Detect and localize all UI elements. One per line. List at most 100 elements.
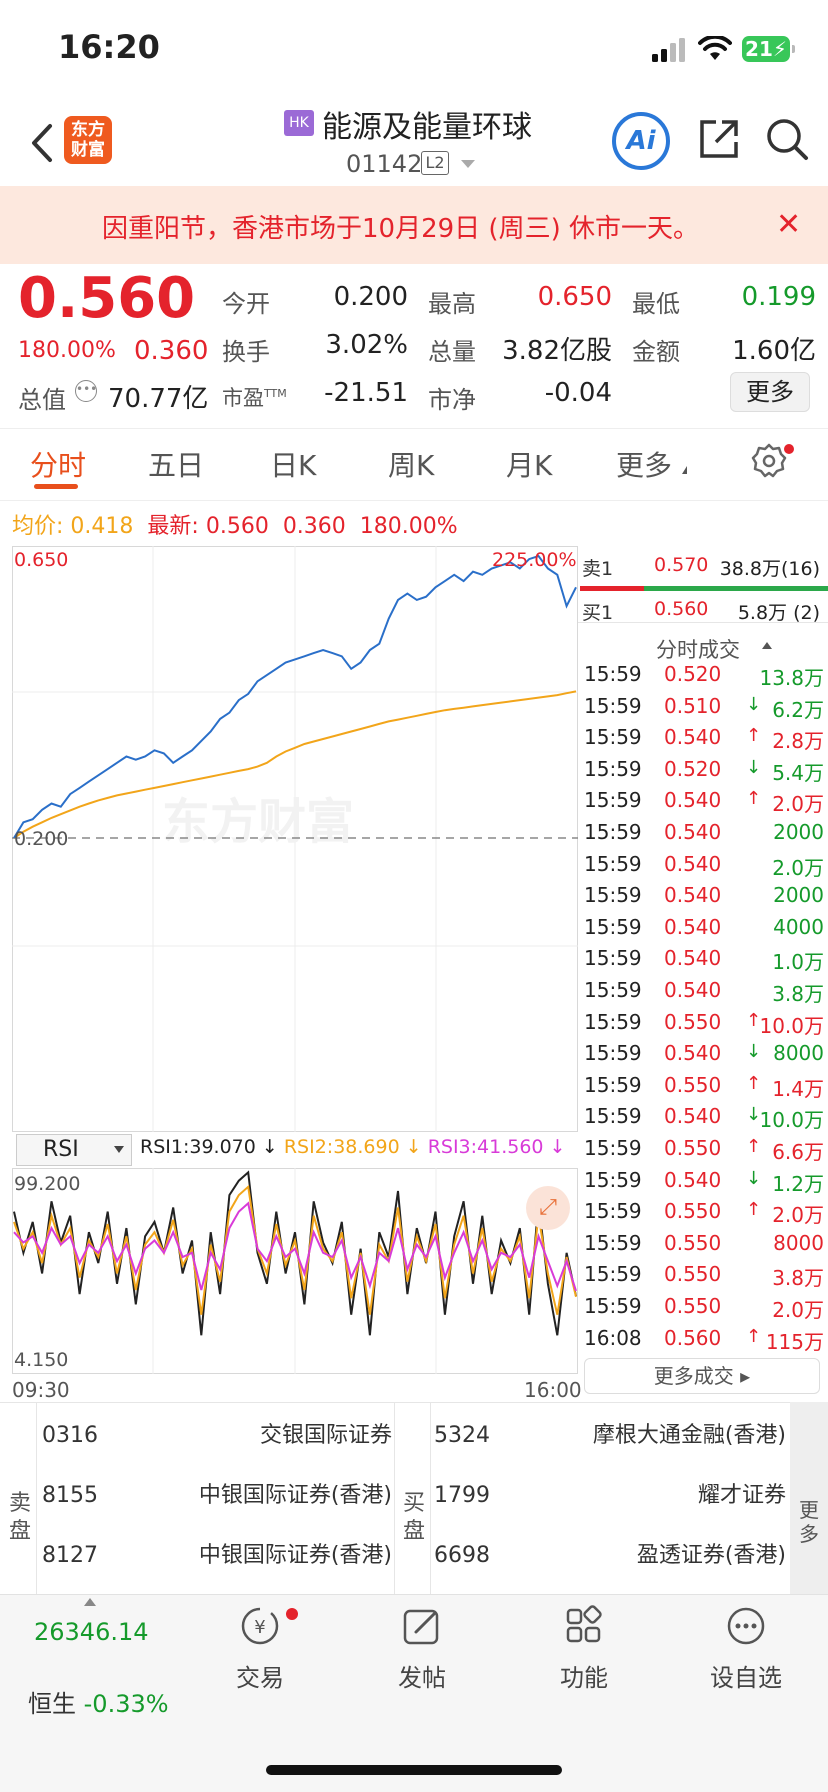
rsi-grid	[152, 1168, 437, 1374]
trade-price: 0.540	[664, 883, 722, 908]
level2-badge[interactable]: L2	[421, 151, 449, 175]
broker-name: 摩根大通金融(香港)	[592, 1423, 786, 1448]
low-value: 0.199	[741, 282, 816, 312]
broker-name: 盈透证券(香港)	[636, 1543, 786, 1568]
trades-title[interactable]: 分时成交	[656, 638, 740, 662]
divider	[430, 1402, 431, 1594]
time-axis-end: 16:00	[524, 1378, 582, 1402]
sell-broker-row[interactable]: 8155 中银国际证券(香港)	[42, 1466, 392, 1526]
trade-price: 0.540	[664, 851, 722, 876]
wifi-icon	[698, 36, 732, 60]
tab-monthly-k[interactable]: 月K	[506, 449, 553, 482]
trade-price: 0.550	[664, 1230, 722, 1255]
chevron-down-icon[interactable]	[114, 1146, 124, 1153]
y-max-label: 0.650	[14, 549, 68, 571]
buy-broker-row[interactable]: 1799 耀才证券	[434, 1466, 786, 1526]
caret-up-icon[interactable]	[84, 1598, 96, 1606]
trade-row: 15:59 0.540 1.0万	[584, 946, 824, 977]
more-trades-button[interactable]: 更多成交 ▸	[584, 1358, 820, 1394]
trade-row: 15:59 0.540 ↑ 2.8万	[584, 725, 824, 756]
rsi-chart[interactable]: 99.200 4.150	[12, 1168, 578, 1374]
trade-volume: 2.0万	[772, 1203, 824, 1228]
more-trades-label: 更多成交	[653, 1364, 734, 1388]
open-value: 0.200	[333, 282, 408, 312]
search-icon[interactable]	[764, 116, 810, 162]
trade-price: 0.520	[664, 756, 722, 781]
tab-five-day[interactable]: 五日	[148, 449, 205, 482]
nav-function[interactable]: 功能	[524, 1604, 644, 1693]
indicator-select[interactable]: RSI	[16, 1134, 132, 1166]
ai-assistant-button[interactable]: Ai	[612, 112, 670, 170]
close-icon[interactable]: ✕	[776, 207, 802, 242]
buy-broker-row[interactable]: 5324 摩根大通金融(香港)	[434, 1406, 786, 1466]
tab-intraday[interactable]: 分时	[30, 449, 87, 482]
trade-price: 0.540	[664, 1104, 722, 1129]
nav-watchlist[interactable]: 设自选	[686, 1604, 806, 1693]
more-dots-icon[interactable]: •••	[75, 380, 97, 402]
rsi1-line	[13, 1170, 577, 1336]
active-tab-indicator	[34, 484, 78, 489]
trade-direction: ↓	[746, 1167, 762, 1189]
bid-row[interactable]: 买1 0.560 5.8万 (2)	[580, 598, 820, 630]
low-label: 最低	[632, 290, 680, 318]
more-quote-button[interactable]: 更多	[730, 372, 810, 412]
sell-broker-row[interactable]: 0316 交银国际证券	[42, 1406, 392, 1466]
nav-function-label: 功能	[560, 1664, 608, 1692]
gear-icon[interactable]	[750, 442, 788, 480]
trade-volume: 13.8万	[759, 666, 824, 690]
nav-post[interactable]: 发帖	[362, 1604, 482, 1693]
tab-daily-k[interactable]: 日K	[270, 449, 317, 482]
rsi-values: RSI1:39.070 ↓ RSI2:38.690 ↓ RSI3:41.560 …	[140, 1136, 566, 1158]
watermark: 东方财富	[162, 796, 354, 849]
open-label: 今开	[222, 290, 270, 318]
sell-broker-row[interactable]: 8127 中银国际证券(香港)	[42, 1526, 392, 1586]
back-button[interactable]	[22, 118, 62, 168]
trade-volume: 2000	[773, 820, 824, 844]
trade-row: 15:59 0.520 13.8万	[584, 662, 824, 693]
ask-row[interactable]: 卖1 0.570 38.8万(16)	[580, 554, 820, 586]
tab-more[interactable]: 更多	[616, 449, 673, 482]
trade-time: 15:59	[584, 693, 642, 718]
trade-volume: 115万	[765, 1329, 824, 1354]
trade-row: 15:59 0.540 2000	[584, 820, 824, 851]
broker-code: 1799	[434, 1483, 490, 1508]
trade-direction: ↑	[746, 1009, 762, 1031]
expand-icon[interactable]: ⤢	[526, 1186, 570, 1230]
stock-code[interactable]: 01142	[346, 150, 423, 178]
price-info-line: 均价: 0.418 最新: 0.560 0.360 180.00%	[12, 508, 458, 540]
trade-time: 15:59	[584, 1294, 642, 1318]
index-name[interactable]: 恒生 -0.33%	[28, 1684, 169, 1719]
trade-time: 15:59	[584, 978, 642, 1002]
trade-direction: ↓	[746, 1041, 762, 1063]
broker-more-button[interactable]: 更多	[790, 1402, 828, 1594]
average-price-line	[13, 690, 577, 839]
buy-broker-row[interactable]: 6698 盈透证券(香港)	[434, 1526, 786, 1586]
caret-up-icon[interactable]	[762, 642, 772, 649]
stock-name: 能源及能量环球	[322, 110, 532, 145]
bid-bar	[644, 586, 828, 591]
pe-label-sup: TTM	[264, 387, 287, 400]
index-value[interactable]: 26346.14	[34, 1618, 149, 1646]
trade-direction: ↑	[746, 1325, 762, 1347]
trade-volume: 2000	[773, 883, 824, 908]
trade-row: 15:59 0.550 2.0万	[584, 1294, 824, 1325]
logo-line1: 东方	[71, 120, 105, 140]
trade-price: 0.540	[664, 914, 722, 939]
turnover-label: 换手	[222, 338, 270, 366]
trade-direction: ↓	[746, 756, 762, 778]
battery-level: 21	[745, 37, 773, 61]
nav-trade[interactable]: ¥ 交易	[200, 1604, 320, 1693]
trade-time: 15:59	[584, 662, 642, 686]
trade-time: 15:59	[584, 1199, 642, 1224]
share-button[interactable]	[696, 116, 742, 162]
trade-volume: 2.0万	[772, 792, 824, 817]
trade-price: 0.560	[664, 1325, 722, 1350]
trade-row: 15:59 0.540 ↑ 2.0万	[584, 788, 824, 819]
trade-price: 0.510	[664, 693, 722, 718]
intraday-chart[interactable]: 东方财富 0.650 0.200 225.00%	[12, 546, 578, 1132]
trade-time: 15:59	[584, 1072, 642, 1097]
tab-weekly-k[interactable]: 周K	[388, 449, 435, 482]
chevron-down-icon[interactable]	[461, 160, 475, 168]
sell-side-label: 卖盘	[8, 1491, 31, 1544]
trade-time: 15:59	[584, 1230, 642, 1255]
